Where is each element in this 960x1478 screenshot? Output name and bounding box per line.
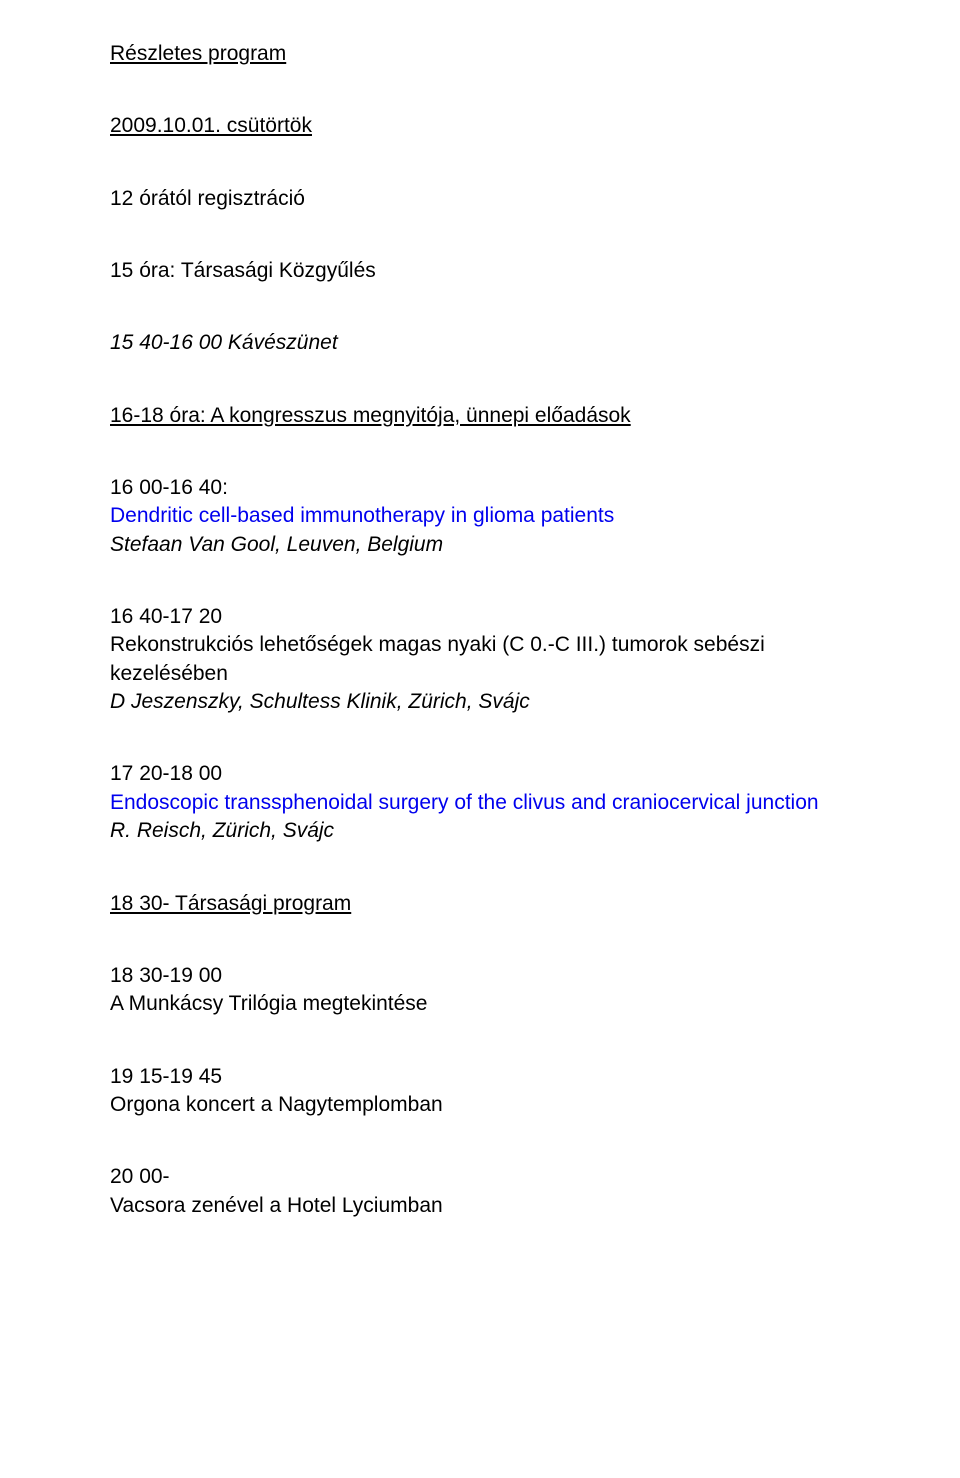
social-3-text: Vacsora zenével a Hotel Lyciumban: [110, 1192, 850, 1220]
slot-3-speaker: R. Reisch, Zürich, Svájc: [110, 817, 850, 845]
social-3: 20 00- Vacsora zenével a Hotel Lyciumban: [110, 1163, 850, 1220]
social-1-time: 18 30-19 00: [110, 962, 850, 990]
social-1: 18 30-19 00 A Munkácsy Trilógia megtekin…: [110, 962, 850, 1019]
line-coffee-break: 15 40-16 00 Kávészünet: [110, 329, 850, 357]
slot-2-title: Rekonstrukciós lehetőségek magas nyaki (…: [110, 631, 850, 688]
slot-1-speaker: Stefaan Van Gool, Leuven, Belgium: [110, 531, 850, 559]
social-2-text: Orgona koncert a Nagytemplomban: [110, 1091, 850, 1119]
slot-3: 17 20-18 00 Endoscopic transsphenoidal s…: [110, 760, 850, 845]
social-2-time: 19 15-19 45: [110, 1063, 850, 1091]
slot-1-title: Dendritic cell-based immunotherapy in gl…: [110, 502, 850, 530]
slot-2: 16 40-17 20 Rekonstrukciós lehetőségek m…: [110, 603, 850, 716]
slot-3-time: 17 20-18 00: [110, 760, 850, 788]
slot-2-speaker: D Jeszenszky, Schultess Klinik, Zürich, …: [110, 688, 850, 716]
line-assembly: 15 óra: Társasági Közgyűlés: [110, 257, 850, 285]
line-registration: 12 órától regisztráció: [110, 185, 850, 213]
slot-2-time: 16 40-17 20: [110, 603, 850, 631]
social-1-text: A Munkácsy Trilógia megtekintése: [110, 990, 850, 1018]
social-3-time: 20 00-: [110, 1163, 850, 1191]
page-container: Részletes program 2009.10.01. csütörtök …: [0, 0, 960, 1478]
day-heading: 2009.10.01. csütörtök: [110, 112, 850, 140]
slot-3-title: Endoscopic transsphenoidal surgery of th…: [110, 789, 850, 817]
social-program-heading: 18 30- Társasági program: [110, 890, 850, 918]
slot-1-time: 16 00-16 40:: [110, 474, 850, 502]
line-opening: 16-18 óra: A kongresszus megnyitója, ünn…: [110, 402, 850, 430]
social-2: 19 15-19 45 Orgona koncert a Nagytemplom…: [110, 1063, 850, 1120]
document-title: Részletes program: [110, 40, 850, 68]
slot-1: 16 00-16 40: Dendritic cell-based immuno…: [110, 474, 850, 559]
